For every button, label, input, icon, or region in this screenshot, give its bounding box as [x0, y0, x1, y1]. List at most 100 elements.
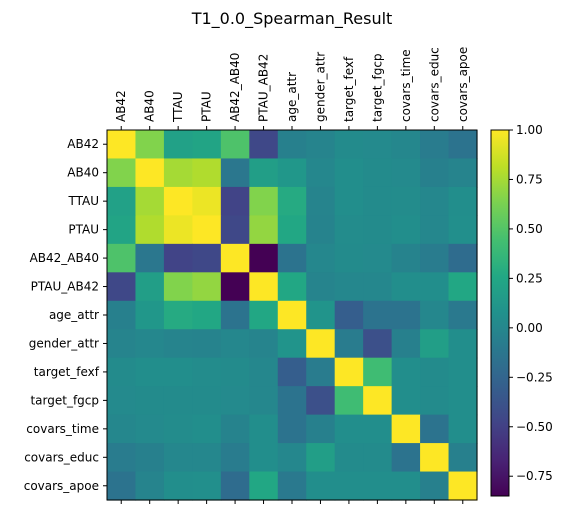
heatmap-cell [420, 243, 450, 273]
heatmap-cell [363, 158, 393, 188]
heatmap-cell [306, 471, 336, 501]
heatmap-cell [192, 357, 222, 387]
heatmap-cell [163, 357, 193, 387]
heatmap-cell [306, 386, 336, 416]
heatmap-cell [448, 443, 478, 473]
x-tick-label: gender_attr [313, 52, 327, 122]
x-tick-label: AB42_AB40 [228, 53, 242, 122]
heatmap-cell [220, 158, 250, 188]
heatmap-cell [306, 414, 336, 444]
heatmap-cell [163, 386, 193, 416]
heatmap-cell [163, 414, 193, 444]
heatmap-cell [420, 272, 450, 302]
y-tick-label: covars_apoe [24, 479, 99, 493]
heatmap-cell [420, 357, 450, 387]
colorbar-tick-label: −0.25 [516, 370, 553, 384]
x-tick-label: target_fgcp [370, 53, 384, 122]
heatmap-cell [220, 386, 250, 416]
heatmap-cell [135, 130, 165, 160]
heatmap-cell [249, 414, 279, 444]
heatmap-cell [249, 272, 279, 302]
heatmap-cell [107, 357, 137, 387]
heatmap-cell [107, 443, 137, 473]
y-tick-label: TTAU [67, 194, 99, 208]
heatmap-cell [135, 243, 165, 273]
heatmap-cell [363, 471, 393, 501]
heatmap-cell [163, 215, 193, 245]
heatmap-cell [135, 414, 165, 444]
heatmap-cell [363, 443, 393, 473]
heatmap-cell [249, 215, 279, 245]
heatmap-cell [249, 329, 279, 359]
heatmap-cell [249, 386, 279, 416]
heatmap-cell [391, 215, 421, 245]
heatmap-cell [448, 386, 478, 416]
heatmap-cell [220, 357, 250, 387]
heatmap-cell [277, 386, 307, 416]
heatmap-cell [107, 243, 137, 273]
heatmap-cell [277, 186, 307, 216]
heatmap-cell [277, 471, 307, 501]
colorbar-tick-label: 0.25 [516, 271, 543, 285]
heatmap-cell [277, 215, 307, 245]
heatmap-cell [192, 272, 222, 302]
colorbar-gradient [490, 129, 510, 497]
heatmap-cell [334, 215, 364, 245]
heatmap-cell [277, 329, 307, 359]
heatmap-cell [334, 357, 364, 387]
heatmap-cell [391, 272, 421, 302]
heatmap-cell [220, 243, 250, 273]
heatmap-cell [107, 471, 137, 501]
heatmap-cell [135, 272, 165, 302]
heatmap-cell [448, 158, 478, 188]
heatmap-cell [107, 130, 137, 160]
heatmap-cell [306, 130, 336, 160]
heatmap-cell [107, 215, 137, 245]
colorbar: −0.75 −0.50 −0.25 0.00 0.25 0.50 0.75 1.00 [490, 123, 553, 497]
y-tick-label: PTAU [68, 223, 99, 237]
heatmap-cell [135, 300, 165, 330]
heatmap-cell [363, 272, 393, 302]
heatmap-cell [363, 357, 393, 387]
y-tick-label: target_fexf [34, 365, 100, 379]
heatmap-cell [334, 443, 364, 473]
heatmap-cell [192, 443, 222, 473]
heatmap-cell [163, 300, 193, 330]
colorbar-tick-label: 0.00 [516, 321, 543, 335]
heatmap-cell [107, 329, 137, 359]
heatmap-cell [107, 272, 137, 302]
heatmap-cell [420, 471, 450, 501]
heatmap-cell [306, 272, 336, 302]
y-tick-label: covars_educ [24, 450, 99, 464]
heatmap-cell [448, 414, 478, 444]
heatmap-cell [334, 329, 364, 359]
heatmap-cell [391, 443, 421, 473]
x-tick-label: AB40 [143, 90, 157, 122]
heatmap-cell [192, 300, 222, 330]
heatmap-cell [163, 272, 193, 302]
heatmap-cell [135, 357, 165, 387]
y-tick-labels: AB42 AB40 TTAU PTAU AB42_AB40 PTAU_AB42 age_at… [24, 137, 107, 493]
heatmap-cell [391, 300, 421, 330]
heatmap-cell [334, 414, 364, 444]
heatmap-cell [420, 329, 450, 359]
colorbar-tick-label: −0.75 [516, 469, 553, 483]
heatmap-cell [420, 443, 450, 473]
heatmap-cell [107, 300, 137, 330]
x-tick-label: covars_time [399, 49, 413, 122]
heatmap-cell [363, 329, 393, 359]
x-tick-label: covars_apoe [456, 47, 470, 122]
heatmap-cell [334, 471, 364, 501]
heatmap-cell [306, 329, 336, 359]
heatmap-cell [306, 158, 336, 188]
heatmap-cell [192, 329, 222, 359]
heatmap-cell [391, 357, 421, 387]
y-tick-label: AB40 [67, 166, 99, 180]
heatmap-cell [135, 158, 165, 188]
heatmap-cell [249, 243, 279, 273]
heatmap-cell [363, 130, 393, 160]
heatmap-cell [363, 386, 393, 416]
colorbar-tick-label: 1.00 [516, 123, 543, 137]
heatmap-cell [135, 386, 165, 416]
y-tick-label: PTAU_AB42 [31, 280, 99, 294]
